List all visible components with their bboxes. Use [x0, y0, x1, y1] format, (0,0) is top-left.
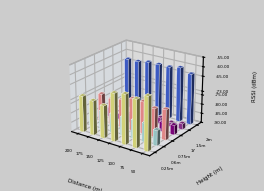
Y-axis label: Height (m): Height (m) [197, 166, 224, 186]
X-axis label: Distance (m): Distance (m) [67, 179, 102, 191]
